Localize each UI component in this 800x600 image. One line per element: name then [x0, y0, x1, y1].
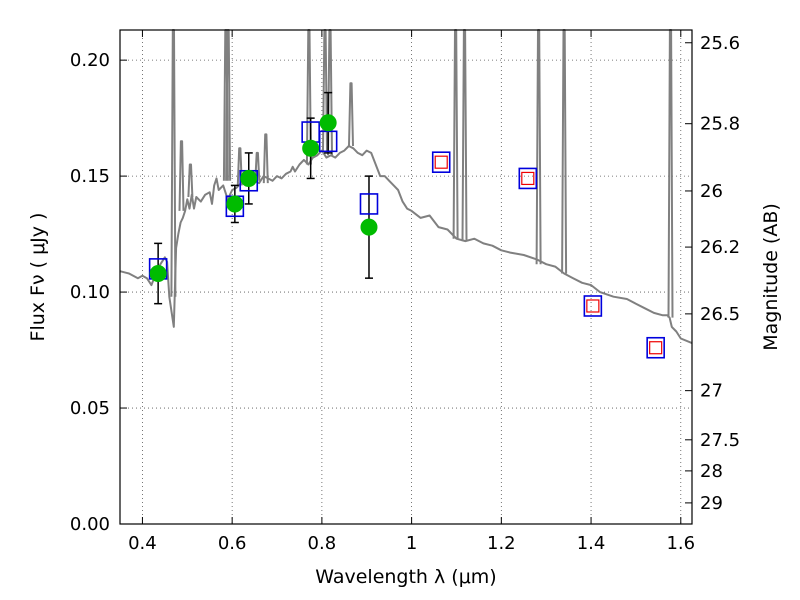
mag-tick-label: 29 — [700, 493, 723, 514]
model-flux-square — [318, 130, 338, 153]
y-tick-label: 0.15 — [70, 166, 110, 187]
emission-line — [262, 133, 269, 184]
markers — [148, 114, 665, 359]
emission-line — [667, 29, 674, 318]
x-tick-label: 0.4 — [128, 533, 157, 554]
emission-line — [236, 147, 243, 186]
plot-frame — [119, 29, 693, 525]
observed-flux-point — [226, 195, 244, 213]
x-tick-label: 1.4 — [577, 533, 606, 554]
emission-line — [254, 151, 261, 181]
mag-tick-label: 27 — [700, 381, 723, 402]
model-sed — [119, 145, 693, 345]
error-bars — [154, 91, 373, 305]
grid — [120, 30, 692, 525]
mag-tick-label: 28 — [700, 461, 723, 482]
sed-line — [119, 145, 693, 345]
observed-flux-point — [360, 218, 378, 236]
y-tick-label: 0.05 — [70, 398, 110, 419]
observed-flux-point — [302, 139, 320, 157]
x-axis-label: Wavelength λ (μm) — [315, 566, 496, 588]
predicted-flux-square — [434, 155, 448, 169]
emission-line — [561, 29, 568, 274]
emission-line — [452, 29, 459, 239]
y-tick-label: 0.20 — [70, 50, 110, 71]
emission-line — [461, 29, 468, 242]
model-flux-square — [646, 336, 665, 359]
x-tick-label: 1.2 — [487, 533, 516, 554]
y2-axis-label: Magnitude (AB) — [760, 203, 782, 351]
emission-line — [178, 140, 185, 211]
x-tick-label: 0.8 — [308, 533, 337, 554]
predicted-flux-square — [649, 341, 663, 355]
mag-tick-label: 27.5 — [700, 430, 740, 451]
mag-tick-label: 26 — [700, 181, 723, 202]
observed-flux-point — [240, 169, 258, 187]
magnitude-axis: 25.6 25.8 26 26.2 26.5 27 27.5 28 29 — [685, 33, 740, 514]
mag-tick-label: 25.6 — [700, 33, 740, 54]
x-tick-label: 1 — [406, 533, 417, 554]
predicted-flux-square — [521, 171, 535, 186]
y-tick-label: 0.10 — [70, 282, 110, 303]
x-tick-label: 0.6 — [218, 533, 247, 554]
emission-line — [187, 163, 194, 198]
observed-flux-point — [319, 114, 337, 132]
emission-line — [170, 29, 177, 297]
y-axis-label: Flux Fν ( μJy ) — [27, 213, 49, 342]
model-flux-square — [518, 167, 538, 190]
model-flux-square — [583, 295, 603, 317]
observed-flux-point — [149, 265, 167, 283]
mag-tick-label: 26.5 — [700, 304, 740, 325]
y-tick-label: 0.00 — [70, 514, 110, 535]
x-axis: 0.4 0.6 0.8 1 1.2 1.4 1.6 — [128, 30, 695, 554]
x-tick-label: 1.6 — [666, 533, 695, 554]
emission-line — [322, 29, 328, 151]
model-flux-square — [359, 193, 379, 215]
mag-tick-label: 26.2 — [700, 237, 740, 258]
emission-line — [535, 29, 542, 265]
emission-line — [348, 82, 354, 147]
mag-tick-label: 25.8 — [700, 114, 740, 135]
y-axis: 0.00 0.05 0.10 0.15 0.20 — [70, 50, 127, 535]
predicted-flux-square — [586, 299, 600, 313]
model-flux-square — [431, 151, 451, 173]
